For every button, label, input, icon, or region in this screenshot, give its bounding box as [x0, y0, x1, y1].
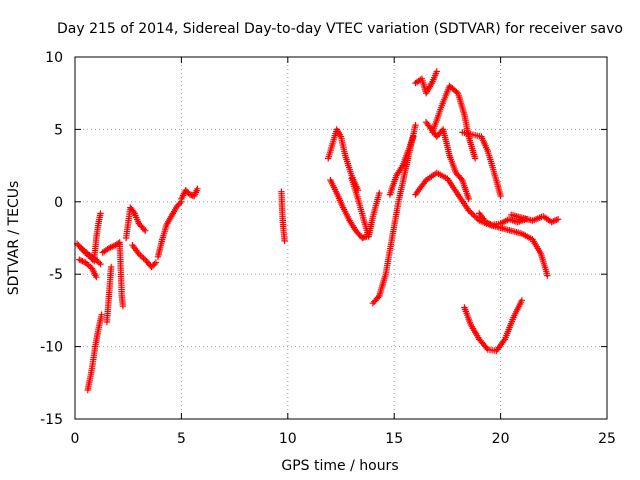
chart-title: Day 215 of 2014, Sidereal Day-to-day VTE… [57, 21, 623, 37]
satellite-track-20 [429, 82, 479, 162]
x-tick-label: 15 [385, 431, 403, 447]
satellite-track-24 [497, 224, 551, 279]
satellite-track-2 [76, 256, 100, 281]
data-point-plus [152, 259, 160, 266]
satellite-track-18 [412, 169, 504, 232]
x-tick-label: 5 [177, 431, 186, 447]
data-point-plus [465, 195, 472, 203]
data-point-plus [79, 258, 86, 265]
data-point-plus [142, 227, 149, 234]
data-point-plus [182, 187, 189, 194]
data-point-plus [374, 294, 382, 301]
x-tick-label: 25 [598, 431, 616, 447]
data-point-plus [468, 210, 475, 217]
data-point-plus [97, 210, 104, 217]
satellite-track-10 [178, 185, 201, 203]
satellite-track-22 [461, 297, 526, 355]
data-point-plus [115, 240, 122, 247]
data-point-plus [433, 68, 440, 75]
data-point-plus [119, 302, 127, 310]
data-point-plus [471, 155, 479, 162]
satellite-track-17 [412, 68, 440, 97]
data-point-plus [554, 216, 562, 223]
y-tick-label: 0 [54, 195, 63, 211]
data-point-plus [483, 344, 490, 352]
satellite-track-7 [122, 204, 149, 242]
data-point-plus [410, 133, 417, 140]
y-tick-label: -15 [40, 412, 63, 428]
data-point-plus [151, 260, 158, 268]
data-point-plus [97, 260, 104, 268]
y-tick-label: -10 [40, 340, 63, 356]
data-point-plus [473, 214, 480, 221]
data-point-plus [497, 192, 504, 200]
data-point-plus [194, 185, 201, 192]
data-points [73, 68, 562, 394]
plot-frame [74, 56, 608, 420]
axis-ticks: 0 5 10 15 20 25 -15 -10 -5 0 5 10 [40, 50, 616, 447]
data-point-plus [130, 208, 137, 216]
data-point-plus [470, 211, 477, 218]
satellite-track-14 [348, 175, 383, 240]
x-axis-label: GPS time / hours [281, 458, 398, 474]
y-axis-label: SDTVAR / TECUs [6, 181, 22, 296]
data-point-plus [518, 297, 526, 304]
x-tick-label: 20 [492, 431, 510, 447]
data-point-plus [544, 272, 551, 279]
data-point-plus [376, 189, 383, 197]
data-point-plus [138, 253, 146, 260]
data-point-plus [85, 262, 92, 269]
x-tick-label: 10 [279, 431, 297, 447]
y-tick-label: 10 [45, 50, 63, 66]
satellite-track-13 [327, 176, 370, 242]
satellite-track-23 [476, 210, 530, 229]
data-point-plus [176, 200, 184, 207]
satellite-track-16 [386, 133, 417, 198]
data-point-plus [148, 263, 155, 271]
y-tick-label: 5 [54, 122, 63, 138]
y-tick-label: -5 [49, 267, 63, 283]
data-point-plus [457, 175, 465, 182]
data-point-plus [95, 259, 103, 266]
data-point-plus [91, 255, 98, 262]
data-point-plus [551, 217, 559, 224]
data-point-plus [108, 263, 115, 271]
data-point-plus [140, 255, 147, 262]
data-point-plus [77, 257, 85, 264]
data-point-plus [465, 207, 472, 214]
satellite-track-19 [422, 119, 472, 203]
data-point-plus [93, 273, 100, 281]
data-point-plus [149, 262, 157, 269]
data-point-plus [183, 188, 191, 195]
data-point-plus [140, 226, 148, 233]
satellite-track-5 [99, 239, 127, 310]
satellite-track-11 [278, 188, 288, 245]
data-point-plus [471, 213, 478, 220]
satellite-track-25 [508, 211, 562, 226]
satellite-track-21 [459, 129, 504, 200]
x-tick-label: 0 [71, 431, 80, 447]
satellite-track-6 [103, 263, 115, 326]
satellite-track-8 [129, 242, 160, 271]
data-point-plus [467, 208, 474, 216]
data-point-plus [98, 311, 105, 318]
data-point-plus [281, 237, 288, 245]
satellite-track-9 [154, 198, 185, 260]
data-point-plus [173, 202, 181, 210]
data-point-plus [412, 121, 419, 129]
data-point-plus [175, 201, 182, 208]
data-point-plus [474, 216, 481, 223]
satellite-track-3 [78, 244, 104, 268]
satellite-track-4 [84, 311, 105, 394]
